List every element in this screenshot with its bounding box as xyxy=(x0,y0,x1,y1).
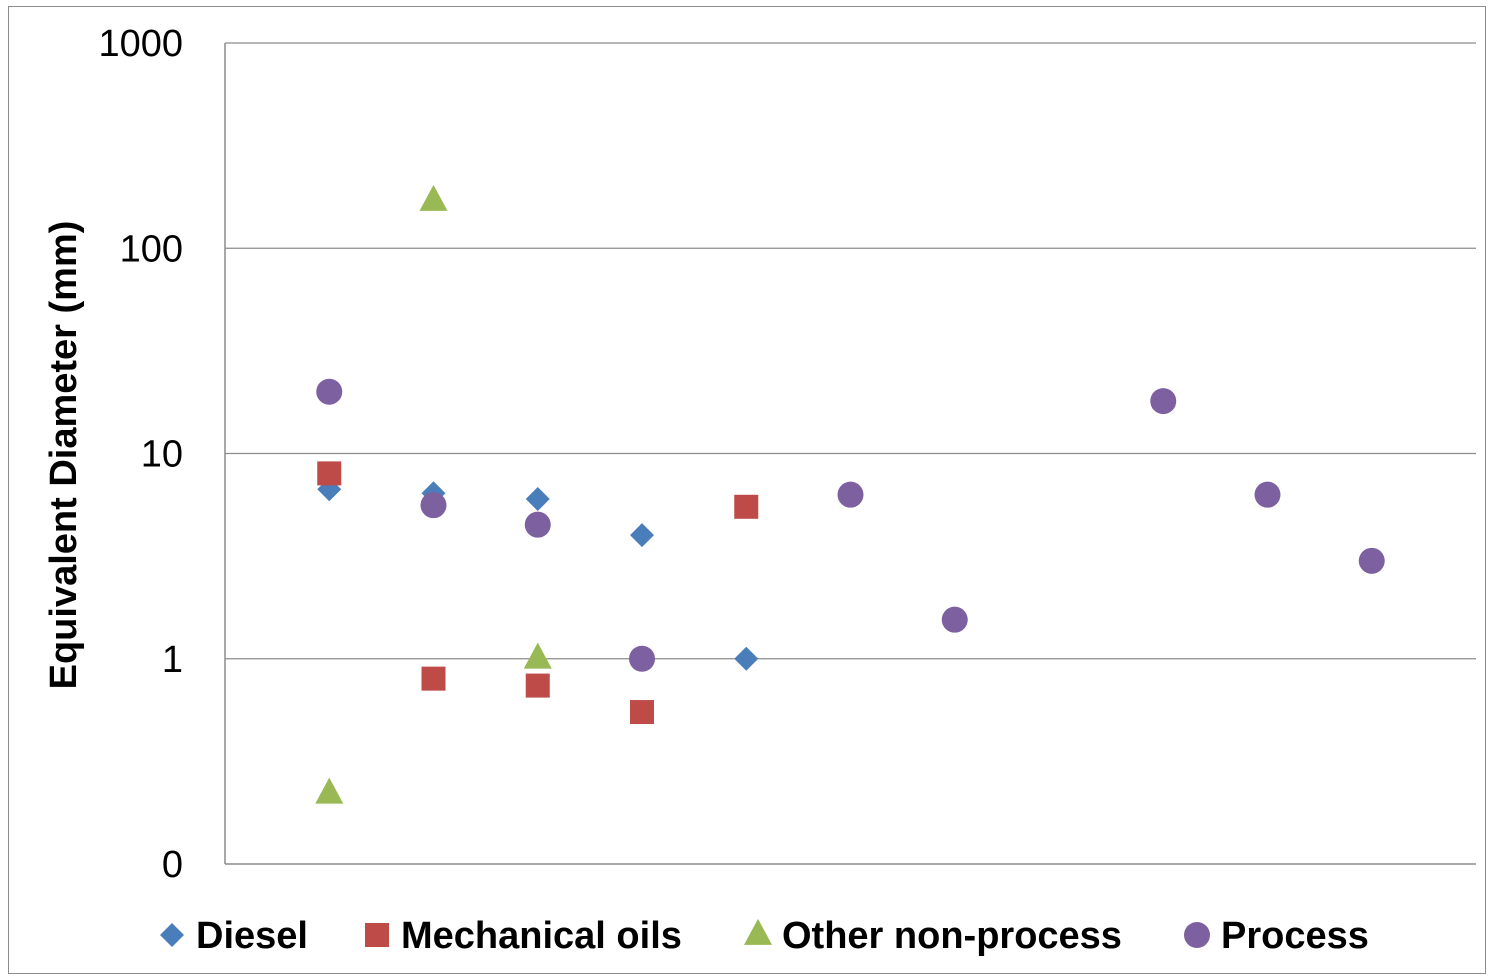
y-tick-label: 1000 xyxy=(98,23,183,65)
legend-item-diesel: Diesel xyxy=(160,915,308,957)
point-mechanical-oils xyxy=(421,666,446,691)
legend-item-mechanical-oils: Mechanical oils xyxy=(365,915,682,957)
point-process xyxy=(1254,481,1281,508)
point-process xyxy=(316,378,343,405)
point-process xyxy=(524,511,551,538)
point-mechanical-oils xyxy=(630,700,654,725)
point-other-non-process xyxy=(315,777,344,804)
point-mechanical-oils xyxy=(317,461,342,486)
point-process xyxy=(629,645,655,672)
legend-label-other-non-process: Other non-process xyxy=(782,915,1122,957)
y-tick-label: 100 xyxy=(120,228,183,270)
point-process xyxy=(420,492,447,519)
point-diesel xyxy=(630,523,654,548)
legend-marker-process xyxy=(1184,922,1210,948)
legend-marker-mechanical-oils xyxy=(365,923,389,947)
legend: Diesel Mechanical oils Other non-process Pr… xyxy=(160,915,1369,957)
legend-label-mechanical-oils: Mechanical oils xyxy=(401,915,682,957)
legend-marker-other-non-process xyxy=(744,918,772,945)
legend-label-process: Process xyxy=(1221,915,1369,957)
y-tick-label: 10 xyxy=(141,434,183,476)
legend-marker-diesel xyxy=(160,923,184,947)
chart-frame xyxy=(8,6,1486,974)
point-other-non-process xyxy=(419,184,448,211)
point-diesel xyxy=(734,646,759,671)
point-process xyxy=(1358,547,1385,574)
y-axis-title: Equivalent Diameter (mm) xyxy=(43,221,85,690)
legend-item-process: Process xyxy=(1184,915,1369,957)
legend-label-diesel: Diesel xyxy=(196,915,308,957)
legend-item-other-non-process: Other non-process xyxy=(744,915,1122,957)
data-points xyxy=(315,184,1385,804)
axes xyxy=(224,43,1476,865)
point-diesel xyxy=(525,487,550,512)
point-mechanical-oils xyxy=(525,673,550,698)
y-tick-label: 1 xyxy=(162,639,183,681)
point-process xyxy=(1150,388,1177,415)
point-other-non-process xyxy=(523,642,552,669)
point-process xyxy=(837,481,864,508)
point-process xyxy=(941,606,968,633)
y-tick-labels: 0 1 10 100 1000 xyxy=(98,23,183,886)
point-mechanical-oils xyxy=(734,494,759,519)
gridlines xyxy=(225,42,1476,660)
y-tick-label: 0 xyxy=(162,844,183,886)
